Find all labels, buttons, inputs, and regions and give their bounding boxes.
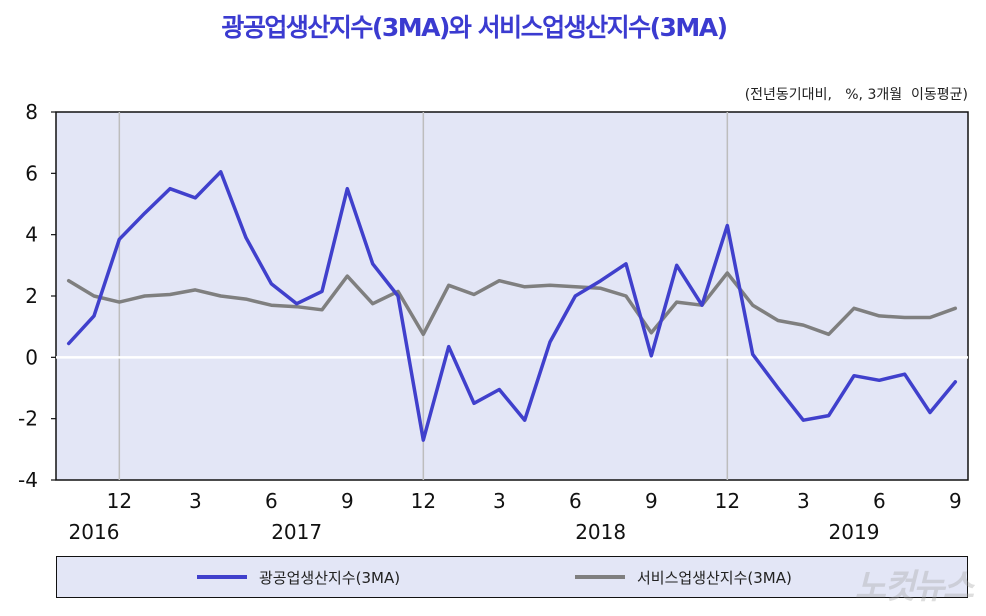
plot-area bbox=[55, 111, 969, 481]
legend-swatch-service bbox=[575, 575, 625, 579]
x-tick-label: 12 bbox=[715, 489, 740, 513]
chart-title: 광공업생산지수(3MA)와 서비스업생산지수(3MA) bbox=[221, 13, 728, 42]
x-tick-label: 12 bbox=[107, 489, 132, 513]
series-layer bbox=[66, 170, 958, 442]
y-tick-label: 0 bbox=[25, 345, 38, 369]
y-tick-label: 8 bbox=[25, 100, 38, 124]
legend-item-industrial: 광공업생산지수(3MA) bbox=[197, 557, 400, 597]
y-tick-label: 4 bbox=[25, 223, 38, 247]
watermark: 노컷뉴스 bbox=[854, 567, 974, 607]
x-tick-label: 3 bbox=[797, 489, 810, 513]
x-tick-label: 6 bbox=[873, 489, 886, 513]
x-tick-label: 9 bbox=[341, 489, 354, 513]
series-line-industrial bbox=[66, 170, 958, 442]
unit-note: (전년동기대비, %, 3개월 이동평균) bbox=[745, 87, 968, 103]
y-tick-label: -2 bbox=[18, 407, 38, 431]
x-tick-label: 9 bbox=[949, 489, 962, 513]
gridlines bbox=[56, 112, 968, 480]
x-tick-label: 3 bbox=[493, 489, 506, 513]
legend: 광공업생산지수(3MA) 서비스업생산지수(3MA) bbox=[56, 556, 968, 598]
year-label: 2016 bbox=[69, 520, 120, 544]
x-tick-label: 12 bbox=[411, 489, 436, 513]
legend-swatch-industrial bbox=[197, 575, 247, 579]
year-label: 2017 bbox=[271, 520, 322, 544]
year-label: 2018 bbox=[575, 520, 626, 544]
y-axis: -4 -2 0 2 4 6 8 bbox=[18, 100, 56, 492]
legend-label-industrial: 광공업생산지수(3MA) bbox=[259, 568, 401, 587]
y-tick-label: -4 bbox=[18, 468, 38, 492]
x-tick-label: 6 bbox=[569, 489, 582, 513]
x-axis: 12 3 6 9 12 3 6 9 12 3 6 9 2016 2017 2018 2019 bbox=[69, 489, 962, 544]
x-tick-label: 9 bbox=[645, 489, 658, 513]
y-tick-label: 2 bbox=[25, 284, 38, 308]
year-label: 2019 bbox=[829, 520, 880, 544]
series-line-service bbox=[66, 271, 958, 337]
y-tick-label: 6 bbox=[25, 161, 38, 185]
x-tick-label: 6 bbox=[265, 489, 278, 513]
x-tick-label: 3 bbox=[189, 489, 202, 513]
legend-label-service: 서비스업생산지수(3MA) bbox=[637, 568, 792, 587]
legend-item-service: 서비스업생산지수(3MA) bbox=[575, 557, 792, 597]
